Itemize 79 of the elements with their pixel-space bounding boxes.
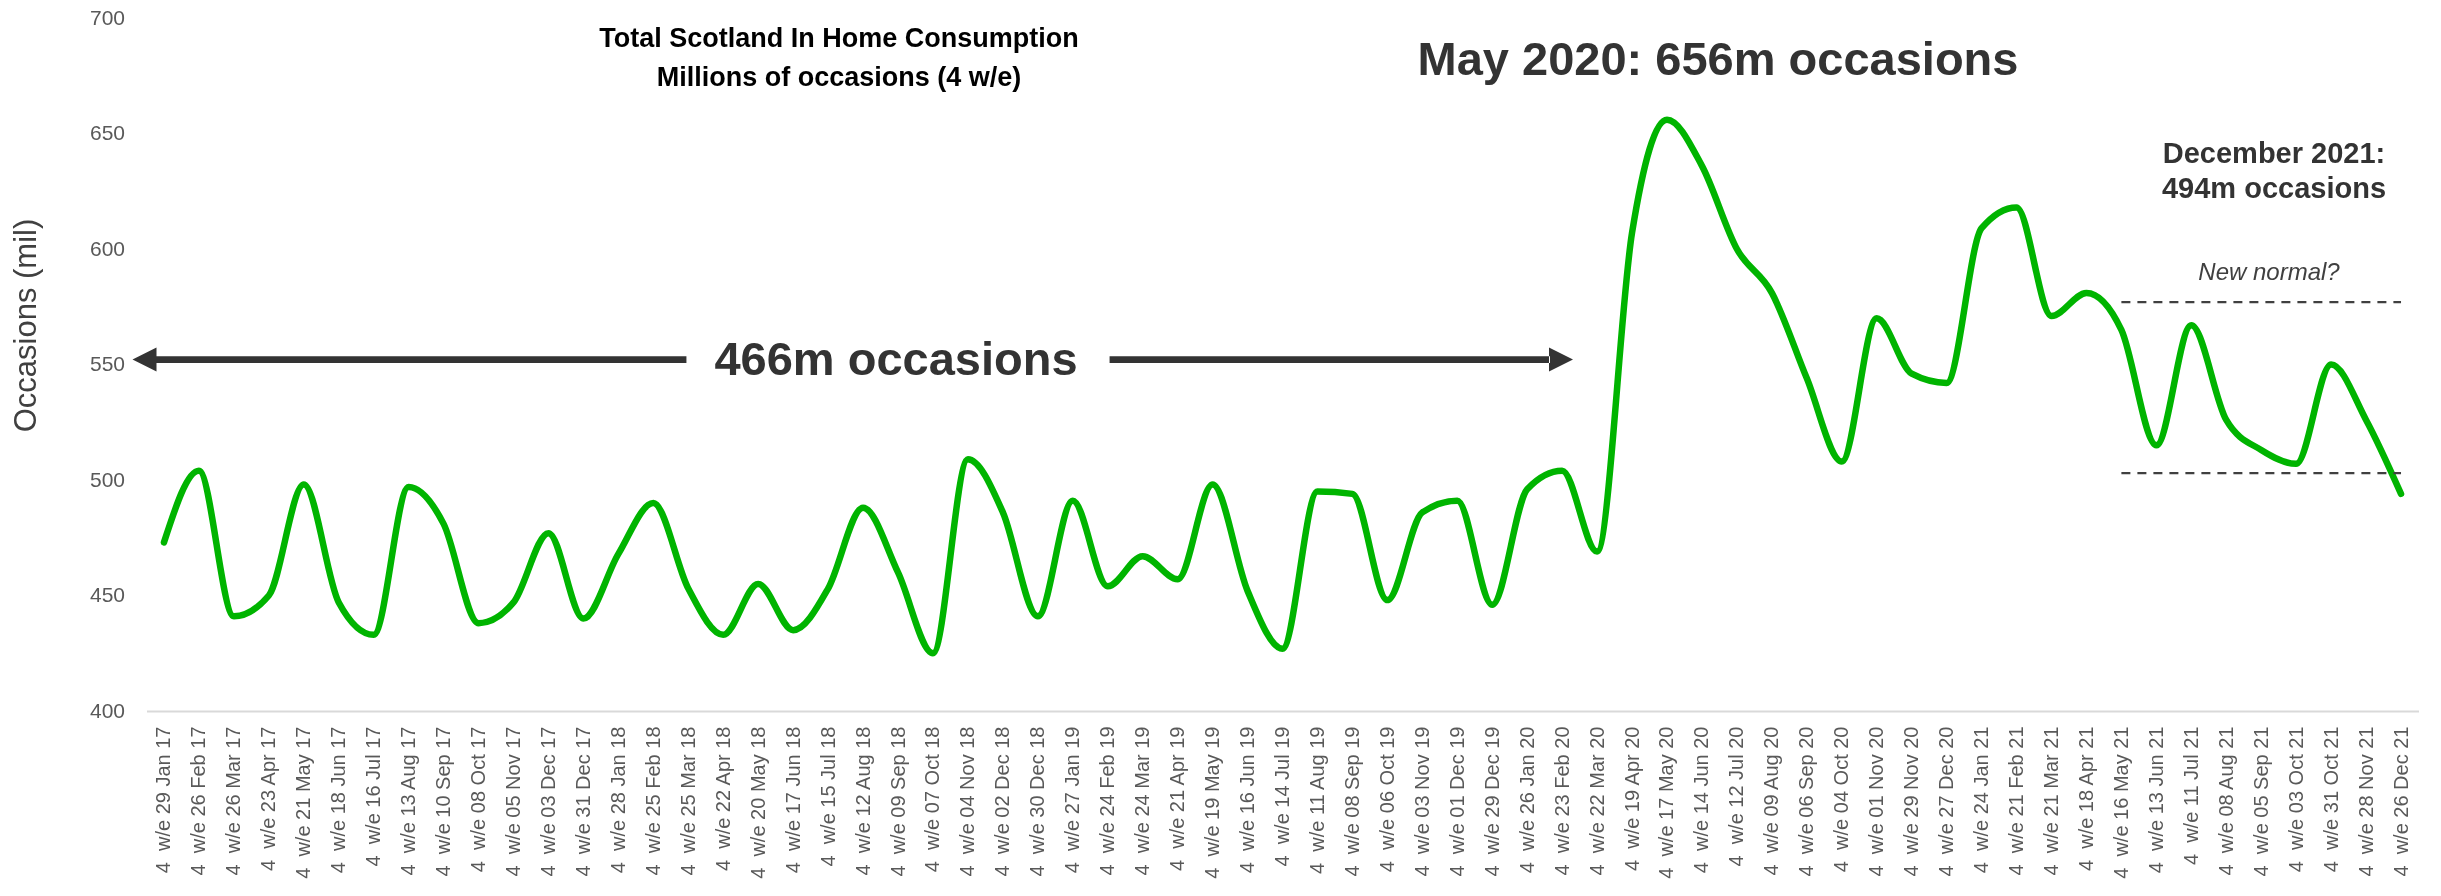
x-tick-label: 4 w/e 25 Feb 18 xyxy=(641,726,664,876)
x-tick-label: 4 w/e 18 Jun 17 xyxy=(327,726,350,874)
x-tick-label: 4 w/e 23 Apr 17 xyxy=(257,726,280,872)
x-tick-label: 4 w/e 17 May 20 xyxy=(1655,726,1678,879)
y-tick-label: 500 xyxy=(89,467,125,491)
x-tick-label: 4 w/e 25 Mar 18 xyxy=(676,726,699,876)
x-tick-label: 4 w/e 16 May 21 xyxy=(2109,726,2132,879)
x-tick-label: 4 w/e 18 Apr 21 xyxy=(2074,726,2097,872)
x-tick-label: 4 w/e 17 Jun 18 xyxy=(781,726,804,874)
x-tick-label: 4 w/e 22 Apr 18 xyxy=(711,726,734,872)
x-tick-label: 4 w/e 26 Mar 17 xyxy=(222,726,245,876)
y-axis-title: Occasions (mil) xyxy=(8,218,43,433)
x-tick-label: 4 w/e 20 May 18 xyxy=(746,726,769,879)
x-tick-label: 4 w/e 07 Oct 18 xyxy=(921,726,944,873)
x-tick-label: 4 w/e 05 Sep 21 xyxy=(2249,726,2272,877)
annotation: December 2021: 494m occasions xyxy=(2161,137,2387,204)
x-tick-label: 4 w/e 03 Nov 19 xyxy=(1410,726,1433,877)
x-tick-label: 4 w/e 28 Nov 21 xyxy=(2354,726,2377,877)
x-tick-label: 4 w/e 21 Apr 19 xyxy=(1166,726,1189,872)
x-tick-label: 4 w/e 22 Mar 20 xyxy=(1585,726,1608,876)
y-tick-label: 400 xyxy=(89,698,125,722)
x-tick-label: 4 w/e 11 Jul 21 xyxy=(2179,726,2202,866)
x-tick-label: 4 w/e 21 Mar 21 xyxy=(2039,726,2062,876)
x-tick-label: 4 w/e 27 Jan 19 xyxy=(1061,726,1084,874)
x-tick-label: 4 w/e 26 Jan 20 xyxy=(1515,726,1538,874)
chart-title: Total Scotland In Home Consumption xyxy=(599,22,1079,53)
annotation: May 2020: 656m occasions xyxy=(1417,32,2019,85)
x-tick-label: 4 w/e 30 Dec 18 xyxy=(1026,726,1049,877)
y-tick-label: 550 xyxy=(89,352,125,375)
x-tick-label: 4 w/e 29 Nov 20 xyxy=(1900,726,1923,877)
x-tick-label: 4 w/e 27 Dec 20 xyxy=(1935,726,1958,877)
x-tick-label: 4 w/e 14 Jun 20 xyxy=(1690,726,1713,874)
x-tick-label: 4 w/e 24 Mar 19 xyxy=(1131,726,1154,876)
x-tick-label: 4 w/e 26 Dec 21 xyxy=(2389,726,2412,877)
y-tick-label: 700 xyxy=(89,5,125,29)
y-tick-label: 450 xyxy=(89,583,125,606)
x-tick-label: 4 w/e 10 Sep 17 xyxy=(432,726,455,877)
x-tick-label: 4 w/e 13 Jun 21 xyxy=(2144,726,2167,874)
x-tick-label: 4 w/e 24 Feb 19 xyxy=(1096,726,1119,876)
text: Millions of occasions (4 w/e) xyxy=(656,62,1022,92)
x-tick-label: 4 w/e 04 Oct 20 xyxy=(1830,726,1853,873)
x-tick-label: 4 w/e 31 Dec 17 xyxy=(571,726,594,877)
annotation: New normal? xyxy=(2198,257,2341,285)
x-tick-label: 4 w/e 21 May 17 xyxy=(292,726,315,879)
x-tick-label: 4 w/e 12 Aug 18 xyxy=(851,726,874,876)
x-tick-label: 4 w/e 13 Aug 17 xyxy=(397,726,420,876)
x-tick-label: 4 w/e 26 Feb 17 xyxy=(187,726,210,876)
x-tick-label: 4 w/e 01 Dec 19 xyxy=(1445,726,1468,877)
annotation: 466m occasions xyxy=(714,332,1078,385)
x-tick-label: 4 w/e 31 Oct 21 xyxy=(2319,726,2342,873)
x-tick-label: 4 w/e 09 Aug 20 xyxy=(1760,726,1783,876)
x-tick-label: 4 w/e 29 Jan 17 xyxy=(152,726,175,874)
x-tick-label: 4 w/e 03 Dec 17 xyxy=(536,726,559,877)
x-tick-label: 4 w/e 11 Aug 19 xyxy=(1305,726,1328,875)
x-tick-label: 4 w/e 29 Dec 19 xyxy=(1480,726,1503,877)
x-tick-label: 4 w/e 09 Sep 18 xyxy=(886,726,909,877)
x-tick-label: 4 w/e 15 Jul 18 xyxy=(816,726,839,867)
x-tick-label: 4 w/e 03 Oct 21 xyxy=(2284,726,2307,873)
y-tick-label: 650 xyxy=(89,121,125,144)
x-tick-label: 4 w/e 08 Aug 21 xyxy=(2214,726,2237,876)
x-tick-label: 4 w/e 21 Feb 21 xyxy=(2005,726,2028,876)
x-tick-label: 4 w/e 19 May 19 xyxy=(1201,726,1224,879)
x-tick-label: 4 w/e 08 Sep 19 xyxy=(1340,726,1363,877)
x-tick-label: 4 w/e 12 Jul 20 xyxy=(1725,726,1748,867)
x-tick-label: 4 w/e 16 Jul 17 xyxy=(362,726,385,867)
x-tick-label: 4 w/e 16 Jun 19 xyxy=(1236,726,1259,874)
y-tick-label: 600 xyxy=(89,236,125,260)
x-tick-label: 4 w/e 14 Jul 19 xyxy=(1271,726,1293,867)
x-tick-label: 4 w/e 28 Jan 18 xyxy=(606,726,629,874)
x-tick-label: 4 w/e 08 Oct 17 xyxy=(467,726,490,873)
x-tick-label: 4 w/e 06 Oct 19 xyxy=(1375,726,1398,873)
x-tick-label: 4 w/e 01 Nov 20 xyxy=(1865,726,1888,877)
x-tick-label: 4 w/e 19 Apr 20 xyxy=(1620,726,1643,872)
x-tick-label: 4 w/e 04 Nov 18 xyxy=(956,726,979,877)
x-tick-label: 4 w/e 02 Dec 18 xyxy=(991,726,1014,877)
x-tick-label: 4 w/e 24 Jan 21 xyxy=(1970,726,1993,874)
x-tick-label: 4 w/e 06 Sep 20 xyxy=(1795,726,1818,877)
x-tick-label: 4 w/e 23 Feb 20 xyxy=(1550,726,1573,876)
x-tick-label: 4 w/e 05 Nov 17 xyxy=(502,726,525,877)
